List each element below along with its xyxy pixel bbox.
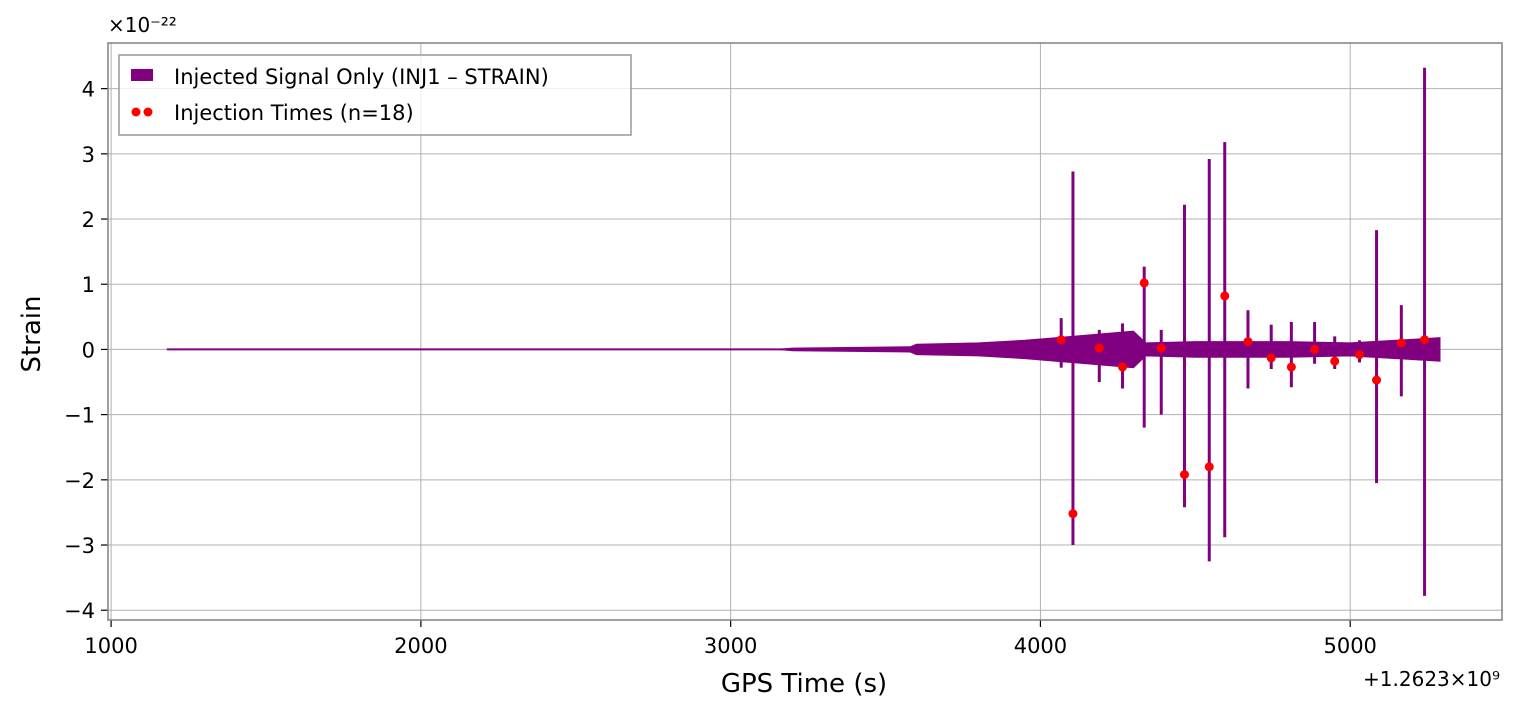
injection-point	[1139, 278, 1149, 288]
x-axis-label: GPS Time (s)	[721, 669, 887, 699]
legend-point-marker-2	[143, 107, 153, 117]
y-scale-label: ×10⁻²²	[108, 13, 177, 37]
injection-point	[1330, 356, 1340, 366]
injection-point	[1310, 344, 1320, 354]
legend-point-marker-1	[131, 107, 141, 117]
injection-point	[1286, 362, 1296, 372]
x-tick-label: 2000	[394, 634, 447, 658]
x-tick-label: 1000	[84, 634, 137, 658]
injection-point	[1118, 362, 1128, 372]
injection-point	[1204, 462, 1214, 472]
plot-frame	[107, 42, 1503, 621]
injection-point	[1355, 350, 1365, 360]
x-tick-label: 3000	[704, 634, 757, 658]
legend-frame	[118, 54, 632, 136]
x-offset-label: +1.2623×10⁹	[1363, 667, 1500, 691]
x-tick-label: 5000	[1323, 634, 1376, 658]
injection-point	[1420, 335, 1430, 345]
y-tick-label: 2	[82, 208, 95, 232]
injection-point	[1056, 335, 1066, 345]
y-tick-label: −1	[64, 404, 95, 428]
injection-point	[1243, 337, 1253, 347]
y-tick-label: 4	[82, 78, 95, 102]
y-tick-label: −2	[64, 469, 95, 493]
injection-point	[1396, 338, 1406, 348]
injection-points	[1056, 278, 1430, 519]
injection-point	[1094, 343, 1104, 353]
injection-point	[1220, 291, 1230, 301]
y-tick-label: −3	[64, 534, 95, 558]
legend: Injected Signal Only (INJ1 – STRAIN) Inj…	[118, 54, 632, 136]
axes: 1000 2000 3000 4000 5000 −4 −3 −2 −1 0 1 2 3 4	[64, 42, 1503, 658]
injection-point	[1266, 353, 1276, 363]
legend-signal-swatch	[131, 69, 153, 81]
x-tick-label: 4000	[1014, 634, 1067, 658]
injection-point	[1156, 343, 1166, 353]
injection-point	[1179, 470, 1189, 480]
y-axis-label: Strain	[17, 295, 47, 372]
signal-series	[166, 67, 1441, 596]
injection-point	[1372, 375, 1382, 385]
y-tick-label: −4	[64, 599, 95, 623]
y-tick-label: 3	[82, 143, 95, 167]
y-tick-label: 1	[82, 273, 95, 297]
legend-signal-label: Injected Signal Only (INJ1 – STRAIN)	[174, 65, 549, 89]
y-tick-label: 0	[82, 338, 95, 362]
injection-point	[1068, 509, 1078, 519]
legend-points-label: Injection Times (n=18)	[174, 101, 414, 125]
